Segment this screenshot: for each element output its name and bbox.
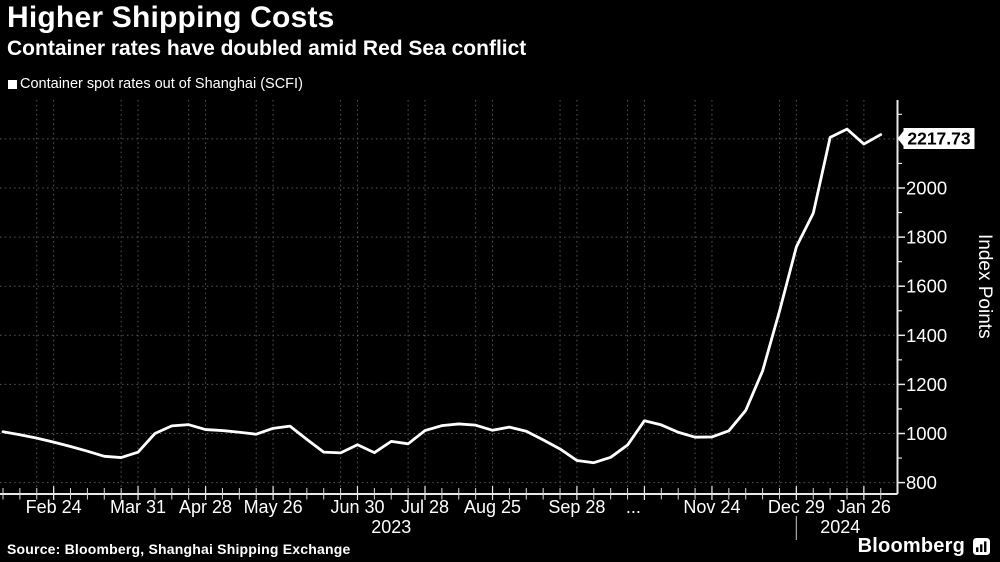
series-line	[1, 127, 883, 465]
last-value-flag	[903, 128, 975, 149]
bloomberg-logo: Bloomberg	[858, 535, 990, 558]
y-axis-title: Index Points	[974, 234, 995, 339]
x-tick-label: May 26	[244, 497, 303, 517]
year-label: 2023	[371, 517, 411, 537]
x-tick-label: Aug 25	[464, 497, 521, 517]
chart-title: Higher Shipping Costs	[7, 1, 335, 34]
x-tick-label: ...	[626, 497, 641, 517]
legend-label: Container spot rates out of Shanghai (SC…	[20, 76, 303, 92]
source-note: Source: Bloomberg, Shanghai Shipping Exc…	[7, 541, 351, 557]
x-tick-label: Apr 28	[179, 497, 232, 517]
legend: Container spot rates out of Shanghai (SC…	[8, 76, 303, 92]
y-tick-label: 1600	[906, 276, 947, 297]
x-tick-label: Sep 28	[548, 497, 605, 517]
y-tick-label: 800	[906, 472, 937, 493]
y-tick-label: 1400	[906, 325, 947, 346]
x-tick-label: Dec 29	[768, 497, 825, 517]
y-tick-label: 1800	[906, 227, 947, 248]
x-tick-label: Jun 30	[330, 497, 384, 517]
bloomberg-chart-icon	[973, 538, 990, 555]
x-tick-label: Feb 24	[26, 497, 82, 517]
bloomberg-wordmark: Bloomberg	[857, 535, 965, 557]
x-tick-label: Nov 24	[683, 497, 740, 517]
y-tick-label: 1200	[906, 374, 947, 395]
x-tick-label: Jul 28	[401, 497, 449, 517]
y-tick-label: 1000	[906, 423, 947, 444]
year-label: 2024	[820, 517, 860, 537]
y-tick-label: 2000	[906, 178, 947, 199]
last-value-label: 2217.73	[907, 129, 971, 149]
x-tick-label: Jan 26	[837, 497, 891, 517]
x-tick-label: Mar 31	[110, 497, 166, 517]
legend-marker-icon	[8, 79, 17, 89]
chart-subtitle: Container rates have doubled amid Red Se…	[7, 37, 527, 60]
